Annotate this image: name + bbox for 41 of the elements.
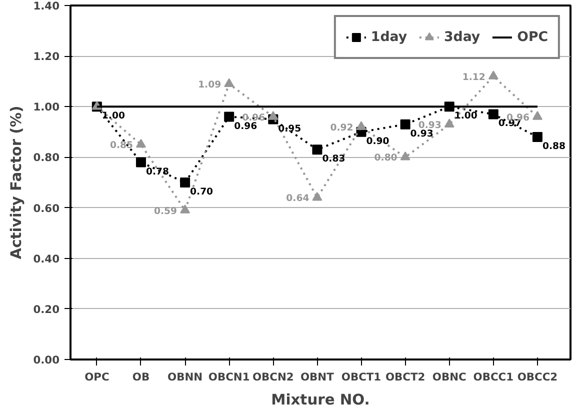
- data-label: 1.00: [454, 110, 478, 122]
- x-tick-label: OBCC2: [517, 370, 558, 384]
- x-tick-label: OBCN1: [208, 370, 250, 384]
- x-tick-label: OBNT: [300, 370, 335, 384]
- x-tick-label: OB: [132, 370, 150, 384]
- y-tick-label: 0.40: [33, 252, 60, 266]
- y-tick-label: 1.40: [33, 0, 60, 12]
- data-label: 0.93: [418, 120, 442, 131]
- data-label: 0.90: [366, 136, 390, 147]
- y-tick-label: 0.60: [33, 202, 60, 215]
- y-tick-label: 1.20: [33, 50, 60, 64]
- y-tick-label: 0.20: [33, 302, 60, 316]
- x-tick-label: OBCC1: [473, 370, 514, 384]
- data-label: 1.12: [462, 72, 486, 83]
- x-tick-label: OBCN2: [252, 370, 294, 384]
- y-tick-label: 1.00: [33, 100, 60, 114]
- x-tick-label: OPC: [84, 370, 110, 384]
- data-label: 0.70: [190, 186, 214, 198]
- x-tick-label: OBCT1: [341, 370, 382, 384]
- y-tick-label: 0.80: [33, 151, 60, 164]
- x-tick-label: OBNC: [432, 370, 466, 384]
- x-tick-label: OBNN: [168, 370, 203, 384]
- legend-label: 1day: [370, 30, 408, 44]
- data-label: 0.83: [322, 154, 346, 165]
- legend-label: 3day: [444, 30, 480, 44]
- y-tick-label: 0.00: [33, 354, 60, 366]
- x-axis-title: Mixture NO.: [271, 392, 370, 408]
- data-label: 0.96: [234, 120, 258, 132]
- data-label: 0.96: [242, 112, 266, 124]
- data-label: 0.93: [410, 128, 434, 140]
- legend-label: OPC: [517, 30, 548, 44]
- data-label: 0.85: [110, 140, 133, 152]
- data-label: 0.92: [330, 122, 354, 134]
- data-label: 1.09: [198, 79, 222, 90]
- data-label: 0.59: [154, 206, 178, 217]
- data-label: 0.95: [278, 123, 302, 134]
- data-label: 0.64: [286, 193, 310, 204]
- data-label: 1.00: [102, 110, 126, 122]
- y-axis-title: Activity Factor (%): [8, 106, 26, 260]
- x-tick-label: OBCT2: [385, 370, 426, 384]
- data-label: 0.88: [542, 140, 566, 152]
